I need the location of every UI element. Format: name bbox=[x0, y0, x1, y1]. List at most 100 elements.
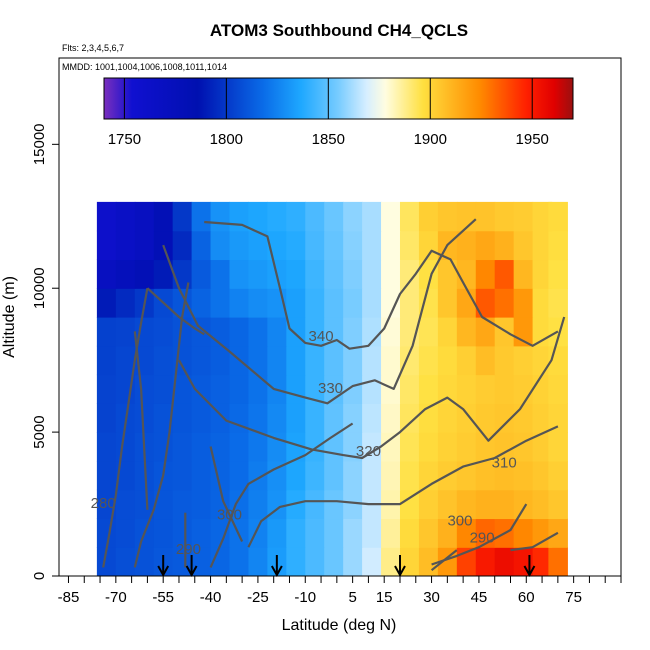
heatmap-cell bbox=[210, 432, 231, 462]
colorbar-tick-label: 1750 bbox=[108, 131, 141, 148]
heatmap-cell bbox=[532, 230, 553, 261]
heatmap-cell bbox=[513, 403, 534, 433]
heatmap-cell bbox=[153, 374, 174, 404]
heatmap-cell bbox=[513, 489, 534, 520]
heatmap-cell bbox=[548, 317, 568, 347]
heatmap-cell bbox=[115, 259, 136, 289]
heatmap-cell bbox=[191, 230, 212, 261]
heatmap-cell bbox=[115, 201, 136, 232]
heatmap-cell bbox=[134, 230, 155, 261]
heatmap-cell bbox=[286, 432, 306, 462]
heatmap-cell bbox=[286, 345, 306, 376]
x-tick-label: 15 bbox=[376, 589, 393, 606]
profile-markers bbox=[157, 555, 536, 578]
heatmap-cell bbox=[381, 259, 401, 289]
contour-line bbox=[133, 331, 149, 510]
heatmap-cell bbox=[305, 374, 325, 404]
heatmap-cell bbox=[324, 460, 344, 491]
contour-label: 310 bbox=[492, 455, 517, 472]
heatmap-cell bbox=[494, 489, 515, 520]
heatmap-cell bbox=[494, 460, 515, 491]
heatmap-cell bbox=[267, 345, 287, 376]
heatmap-cell bbox=[399, 345, 420, 376]
heatmap-cell bbox=[475, 403, 496, 433]
colorbar-tick-label: 1950 bbox=[516, 131, 549, 148]
heatmap-cell bbox=[115, 345, 136, 376]
heatmap-cell bbox=[115, 317, 136, 347]
heatmap-cell bbox=[153, 317, 174, 347]
x-tick-label: 5 bbox=[348, 589, 356, 606]
heatmap-cell bbox=[494, 230, 515, 261]
heatmap-cell bbox=[437, 518, 458, 548]
heatmap-cell bbox=[475, 288, 496, 318]
heatmap-cell bbox=[248, 403, 268, 433]
heatmap-cell bbox=[418, 489, 439, 520]
heatmap-cell bbox=[153, 432, 174, 462]
heatmap-cell bbox=[248, 317, 268, 347]
heatmap-cell bbox=[437, 489, 458, 520]
heatmap-cell bbox=[381, 317, 401, 347]
heatmap-cell bbox=[286, 230, 306, 261]
heatmap-cell bbox=[248, 374, 268, 404]
heatmap-cell bbox=[513, 201, 534, 232]
heatmap-cell bbox=[286, 201, 306, 232]
heatmap-cell bbox=[115, 518, 136, 548]
heatmap-cell bbox=[343, 230, 363, 261]
heatmap-cell bbox=[305, 403, 325, 433]
heatmap-cell bbox=[134, 259, 155, 289]
heatmap-cell bbox=[115, 288, 136, 318]
heatmap-cell bbox=[324, 288, 344, 318]
heatmap-cell bbox=[456, 518, 477, 548]
heatmap-cell bbox=[172, 201, 193, 232]
profile-arrow bbox=[157, 555, 170, 578]
heatmap-cell bbox=[305, 288, 325, 318]
heatmap-cell bbox=[153, 345, 174, 376]
heatmap-cell bbox=[494, 547, 515, 576]
x-tick-label: 30 bbox=[423, 589, 440, 606]
heatmap-cell bbox=[248, 230, 268, 261]
heatmap-cell bbox=[362, 374, 382, 404]
heatmap-cell bbox=[381, 403, 401, 433]
heatmap-cell bbox=[305, 432, 325, 462]
heatmap-cell bbox=[267, 403, 287, 433]
contour-label: 280 bbox=[91, 495, 116, 512]
heatmap-cell bbox=[362, 317, 382, 347]
y-axis: 0 5000 10000 15000 bbox=[31, 123, 59, 580]
colorbar-gradient bbox=[103, 77, 574, 120]
heatmap-cell bbox=[437, 432, 458, 462]
heatmap-cell bbox=[362, 230, 382, 261]
heatmap-cell bbox=[115, 432, 136, 462]
heatmap-cell bbox=[229, 230, 250, 261]
heatmap-cell bbox=[191, 288, 212, 318]
contour-label: 300 bbox=[217, 507, 242, 524]
dates-note: MMDD: 1001,1004,1006,1008,1011,1014 bbox=[62, 62, 227, 72]
heatmap-cell bbox=[399, 518, 420, 548]
contour-line bbox=[247, 425, 559, 548]
heatmap-cell bbox=[96, 317, 117, 347]
contour-line bbox=[431, 503, 528, 566]
heatmap-cell bbox=[548, 547, 568, 576]
heatmap-cell bbox=[399, 259, 420, 289]
heatmap-cell bbox=[532, 518, 553, 548]
heatmap-cell bbox=[96, 201, 117, 232]
heatmap-cell bbox=[286, 374, 306, 404]
heatmap-cell bbox=[324, 317, 344, 347]
heatmap-cell bbox=[456, 345, 477, 376]
heatmap-cell bbox=[381, 288, 401, 318]
heatmap-cell bbox=[362, 288, 382, 318]
heatmap-cell bbox=[437, 288, 458, 318]
heatmap-cell bbox=[381, 460, 401, 491]
chart-title: ATOM3 Southbound CH4_QCLS bbox=[210, 21, 468, 40]
heatmap-cell bbox=[381, 345, 401, 376]
heatmap-cell bbox=[305, 317, 325, 347]
x-axis: -85 -70 -55 -40 -25 -10 5 15 30 45 60 75 bbox=[58, 576, 622, 606]
heatmap-cell bbox=[418, 547, 439, 576]
heatmap-cell bbox=[475, 201, 496, 232]
heatmap-cell bbox=[172, 460, 193, 491]
heatmap-cell bbox=[305, 489, 325, 520]
heatmap-cell bbox=[343, 547, 363, 576]
heatmap-cell bbox=[267, 518, 287, 548]
heatmap-cell bbox=[548, 374, 568, 404]
heatmap-cell bbox=[210, 259, 231, 289]
x-tick-label: 75 bbox=[565, 589, 582, 606]
